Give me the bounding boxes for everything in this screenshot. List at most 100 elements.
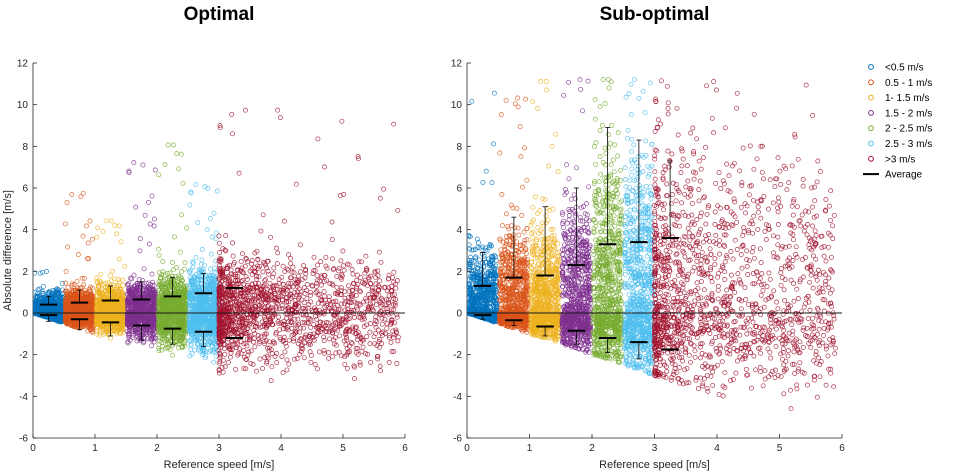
scatter-point bbox=[195, 220, 201, 226]
scatter-point bbox=[87, 218, 93, 224]
series-2 bbox=[93, 218, 128, 341]
scatter-point bbox=[69, 323, 74, 329]
scatter-point bbox=[149, 271, 155, 277]
scatter-point bbox=[39, 291, 45, 296]
scatter-point bbox=[167, 270, 173, 276]
scatter-point bbox=[87, 289, 93, 295]
scatter-point bbox=[137, 248, 143, 254]
scatter-point bbox=[179, 212, 184, 218]
scatter-point bbox=[71, 282, 77, 288]
scatter-point bbox=[103, 218, 109, 224]
scatter-point bbox=[45, 291, 51, 297]
scatter-point bbox=[54, 287, 59, 293]
scatter-point bbox=[77, 311, 83, 317]
scatter-point bbox=[152, 167, 158, 173]
scatter-point bbox=[142, 212, 148, 218]
scatter-point bbox=[151, 216, 157, 222]
scatter-point bbox=[180, 180, 186, 186]
scatter-point bbox=[63, 288, 68, 294]
scatter-point bbox=[69, 282, 75, 288]
scatter-point bbox=[156, 252, 162, 258]
scatter-point bbox=[178, 151, 184, 157]
scatter-point bbox=[140, 162, 146, 168]
scatter-point bbox=[50, 294, 56, 300]
scatter-point bbox=[64, 200, 70, 206]
scatter-point bbox=[57, 296, 63, 302]
scatter-point bbox=[62, 301, 68, 307]
scatter-point bbox=[95, 225, 101, 231]
scatter-point bbox=[146, 199, 151, 205]
scatter-point bbox=[170, 352, 176, 358]
scatter-point bbox=[84, 294, 89, 300]
scatter-point bbox=[109, 218, 114, 224]
scatter-point bbox=[204, 227, 210, 233]
scatter-point bbox=[171, 142, 176, 148]
scatter-point bbox=[160, 258, 166, 264]
scatter-point bbox=[191, 260, 197, 266]
scatter-point bbox=[85, 328, 91, 334]
scatter-point bbox=[56, 302, 62, 308]
scatter-point bbox=[87, 312, 93, 318]
scatter-point bbox=[37, 286, 43, 292]
scatter-point bbox=[58, 293, 64, 299]
scatter-point bbox=[116, 223, 122, 229]
scatter-point bbox=[98, 271, 104, 277]
scatter-point bbox=[78, 194, 84, 200]
scatter-point bbox=[128, 275, 134, 281]
scatter-point bbox=[69, 281, 75, 287]
scatter-point bbox=[74, 278, 80, 284]
scatter-point bbox=[120, 282, 126, 288]
scatter-point bbox=[151, 223, 157, 229]
scatter-point bbox=[94, 275, 99, 281]
scatter-point bbox=[90, 285, 95, 291]
scatter-point bbox=[65, 295, 71, 301]
scatter-point bbox=[182, 260, 188, 266]
scatter-point bbox=[147, 221, 153, 227]
scatter-point bbox=[208, 251, 214, 257]
scatter-point bbox=[55, 287, 61, 293]
scatter-point bbox=[64, 321, 70, 327]
scatter-point bbox=[75, 252, 81, 257]
scatter-point bbox=[69, 192, 75, 198]
scatter-point bbox=[72, 307, 78, 313]
scatter-point bbox=[94, 234, 100, 240]
scatter-point bbox=[50, 297, 56, 303]
scatter-point bbox=[130, 335, 136, 341]
scatter-point bbox=[174, 151, 180, 156]
scatter-point bbox=[100, 229, 106, 235]
scatter-point bbox=[199, 257, 205, 263]
scatter-point bbox=[199, 247, 205, 252]
scatter-point bbox=[115, 277, 121, 283]
scatter-point bbox=[137, 236, 143, 242]
scatter-point bbox=[80, 306, 86, 312]
scatter-point bbox=[108, 272, 113, 278]
scatter-point bbox=[55, 307, 61, 313]
scatter-point bbox=[81, 275, 87, 281]
scatter-point bbox=[80, 190, 86, 196]
scatter-point bbox=[170, 260, 175, 265]
scatter-point bbox=[120, 330, 126, 336]
scatter-point bbox=[141, 266, 147, 272]
scatter-point bbox=[85, 240, 91, 246]
scatter-point bbox=[65, 304, 71, 310]
scatter-point bbox=[131, 272, 137, 278]
scatter-point bbox=[86, 306, 92, 312]
scatter-point bbox=[65, 284, 71, 290]
scatter-point bbox=[43, 297, 49, 303]
scatter-point bbox=[85, 302, 91, 308]
scatter-point bbox=[66, 309, 72, 315]
scatter-point bbox=[156, 246, 161, 252]
scatter-point bbox=[73, 306, 78, 312]
scatter-point bbox=[89, 236, 95, 242]
scatter-point bbox=[33, 297, 37, 303]
scatter-point bbox=[60, 281, 65, 286]
scatter-point bbox=[37, 270, 43, 276]
scatter-point bbox=[57, 297, 63, 302]
scatter-point bbox=[44, 268, 49, 274]
series-4 bbox=[155, 142, 190, 358]
scatter-point bbox=[34, 300, 40, 306]
scatter-point bbox=[81, 324, 86, 330]
scatter-point bbox=[193, 182, 199, 188]
scatter-point bbox=[33, 300, 37, 306]
